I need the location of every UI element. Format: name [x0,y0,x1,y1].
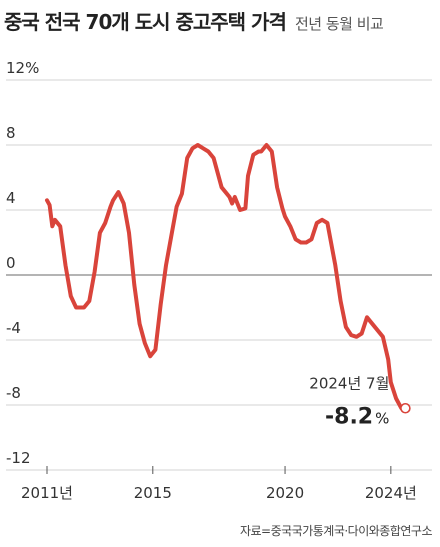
annotation-date: 2024년 7월 [309,374,389,392]
x-tick-label: 2011년 [21,484,73,502]
annotation-unit: % [375,409,389,427]
title-row: 중국 전국 70개 도시 중고주택 가격 전년 동월 비교 [4,6,436,36]
series-group [45,143,408,411]
y-tick-label: -12 [6,449,31,467]
y-tick-label: 0 [6,254,16,272]
x-tick-label: 2015 [134,484,172,502]
x-tick-label: 2020 [266,484,304,502]
annotation-group: 2024년 7월 -8.2% [309,374,411,429]
grid-lines [6,79,432,471]
end-point-marker [400,402,411,414]
source-note: 자료=중국국가통계국·다이와종합연구소 [239,524,433,538]
chart-subtitle: 전년 동월 비교 [294,15,384,33]
y-tick-label: 4 [6,189,16,207]
annotation-value: -8.2% [325,404,389,429]
y-tick-label: -4 [6,319,21,337]
chart-title: 중국 전국 70개 도시 중고주택 가격 [4,10,287,34]
y-tick-label: -8 [6,384,21,402]
x-tick-label: 2024년 [365,484,417,502]
y-tick-label: 8 [6,124,16,142]
series-line [45,143,408,411]
x-axis: 2011년 2015 2020 2024년 [21,466,417,502]
annotation-number: -8.2 [325,404,373,429]
y-axis: 12% 8 4 0 -4 -8 -12 [6,59,39,467]
y-tick-label: 12% [6,59,39,77]
